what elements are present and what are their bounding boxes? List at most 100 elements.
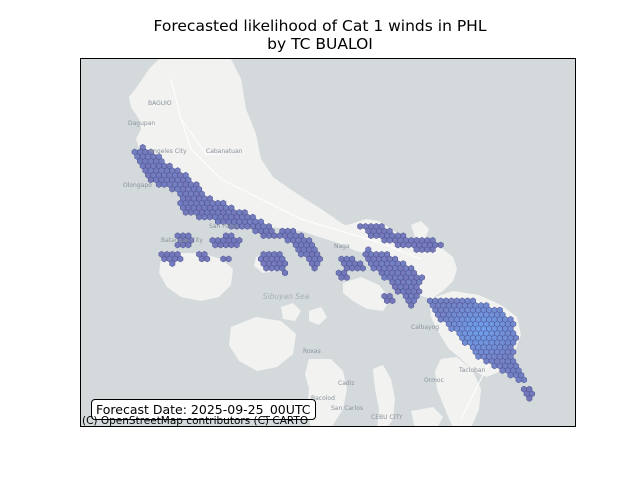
likelihood-hex (239, 223, 246, 230)
likelihood-hex (507, 371, 514, 379)
likelihood-hex (408, 302, 415, 309)
likelihood-hex (206, 213, 213, 221)
likelihood-hex (268, 264, 275, 272)
likelihood-hex (252, 227, 259, 235)
likelihood-hex (228, 241, 235, 249)
likelihood-hex (198, 255, 205, 263)
land-catanduanes (411, 221, 429, 239)
likelihood-hex (483, 357, 490, 365)
likelihood-hex (389, 297, 396, 305)
map-area[interactable]: BAGUIO Dagupan Cabanatuan Angeles City Olong… (80, 58, 576, 427)
road-north (180, 118, 221, 155)
likelihood-hex (491, 362, 498, 370)
map-canvas: BAGUIO Dagupan Cabanatuan Angeles City Olong… (123, 59, 535, 426)
likelihood-hex (212, 241, 219, 249)
likelihood-hex (461, 339, 468, 347)
land-bohol (411, 407, 443, 426)
likelihood-hex (400, 241, 407, 249)
likelihood-hex (368, 232, 374, 240)
likelihood-hex (338, 274, 345, 281)
likelihood-hex (354, 264, 361, 272)
likelihood-hex (188, 209, 195, 216)
land-panay (229, 317, 296, 371)
likelihood-hex (161, 181, 168, 188)
place-label: Cadiz (338, 380, 355, 387)
place-label: Dagupan (128, 120, 155, 127)
place-label: Batangas City (161, 237, 203, 244)
place-label: Ormoc (424, 377, 444, 384)
likelihood-hex (223, 241, 229, 249)
likelihood-hex (437, 241, 444, 249)
place-label: Sibuyan Sea (263, 292, 310, 301)
likelihood-hex (182, 209, 189, 216)
map-attribution: (C) OpenStreetMap contributors (C) CARTO (82, 415, 309, 427)
place-label: Olongapo (123, 182, 152, 189)
place-label: CEBU CITY (371, 414, 403, 421)
land-luzon (129, 59, 381, 255)
place-label: BAGUIO (148, 100, 172, 107)
likelihood-hex (274, 264, 280, 272)
likelihood-hex (225, 255, 232, 263)
likelihood-hex (169, 260, 176, 267)
likelihood-hex (448, 325, 455, 333)
likelihood-hex (526, 395, 533, 402)
road-main (170, 78, 422, 260)
likelihood-hex (349, 264, 356, 272)
place-label: Cabanatuan (206, 148, 243, 155)
likelihood-hex (499, 367, 506, 374)
likelihood-hex (429, 246, 436, 254)
place-label: Calbayog (411, 324, 439, 331)
likelihood-hex (419, 246, 425, 254)
place-label: San Pablo (209, 223, 239, 230)
land-masbate (343, 277, 391, 311)
likelihood-hex (394, 241, 401, 249)
forecast-date-label: Forecast Date: 2025-09-25_00UTC (91, 399, 316, 420)
likelihood-hex (220, 255, 227, 263)
place-label: Bacolod (311, 395, 335, 402)
likelihood-hex (217, 241, 224, 249)
likelihood-hex (311, 264, 318, 272)
likelihood-hex (201, 213, 208, 221)
place-label: Tacloban (458, 367, 485, 374)
likelihood-hex (386, 236, 393, 244)
likelihood-hex (424, 246, 431, 254)
likelihood-hex (233, 241, 240, 249)
likelihood-hex (265, 232, 272, 240)
likelihood-hex (515, 376, 522, 384)
likelihood-hex (405, 241, 412, 249)
likelihood-hex (370, 264, 377, 272)
likelihood-hex (373, 232, 380, 240)
likelihood-hex (437, 316, 444, 323)
land-mindoro (159, 253, 233, 301)
map-title-line-1: Forecasted likelihood of Cat 1 winds in … (153, 17, 487, 35)
likelihood-hex-layer (131, 143, 535, 402)
likelihood-hex (384, 297, 390, 305)
likelihood-hex (381, 236, 388, 244)
likelihood-hex (521, 376, 527, 384)
place-labels: BAGUIO Dagupan Cabanatuan Angeles City Olong… (123, 100, 485, 421)
likelihood-hex (196, 213, 203, 221)
likelihood-hex (260, 232, 267, 240)
likelihood-hex (161, 255, 168, 263)
likelihood-hex (185, 241, 192, 249)
likelihood-hex (359, 264, 366, 272)
likelihood-hex (204, 255, 211, 263)
likelihood-hex (244, 223, 251, 230)
land-leyte (435, 357, 481, 426)
likelihood-hex (475, 353, 482, 360)
land-romblon (281, 303, 301, 321)
likelihood-hex (155, 181, 162, 188)
likelihood-hex (394, 288, 401, 295)
place-label: Angeles City (149, 148, 187, 155)
likelihood-hex (413, 246, 420, 254)
place-label: Naga (334, 243, 350, 250)
likelihood-hex (276, 232, 283, 240)
likelihood-hex (282, 269, 288, 277)
likelihood-hex (343, 274, 350, 281)
place-label: San Carlos (331, 405, 363, 412)
likelihood-hex (381, 274, 388, 281)
likelihood-hex (271, 232, 278, 240)
likelihood-hex (169, 185, 176, 193)
likelihood-hex (177, 255, 184, 263)
place-label: Roxas (303, 348, 321, 355)
